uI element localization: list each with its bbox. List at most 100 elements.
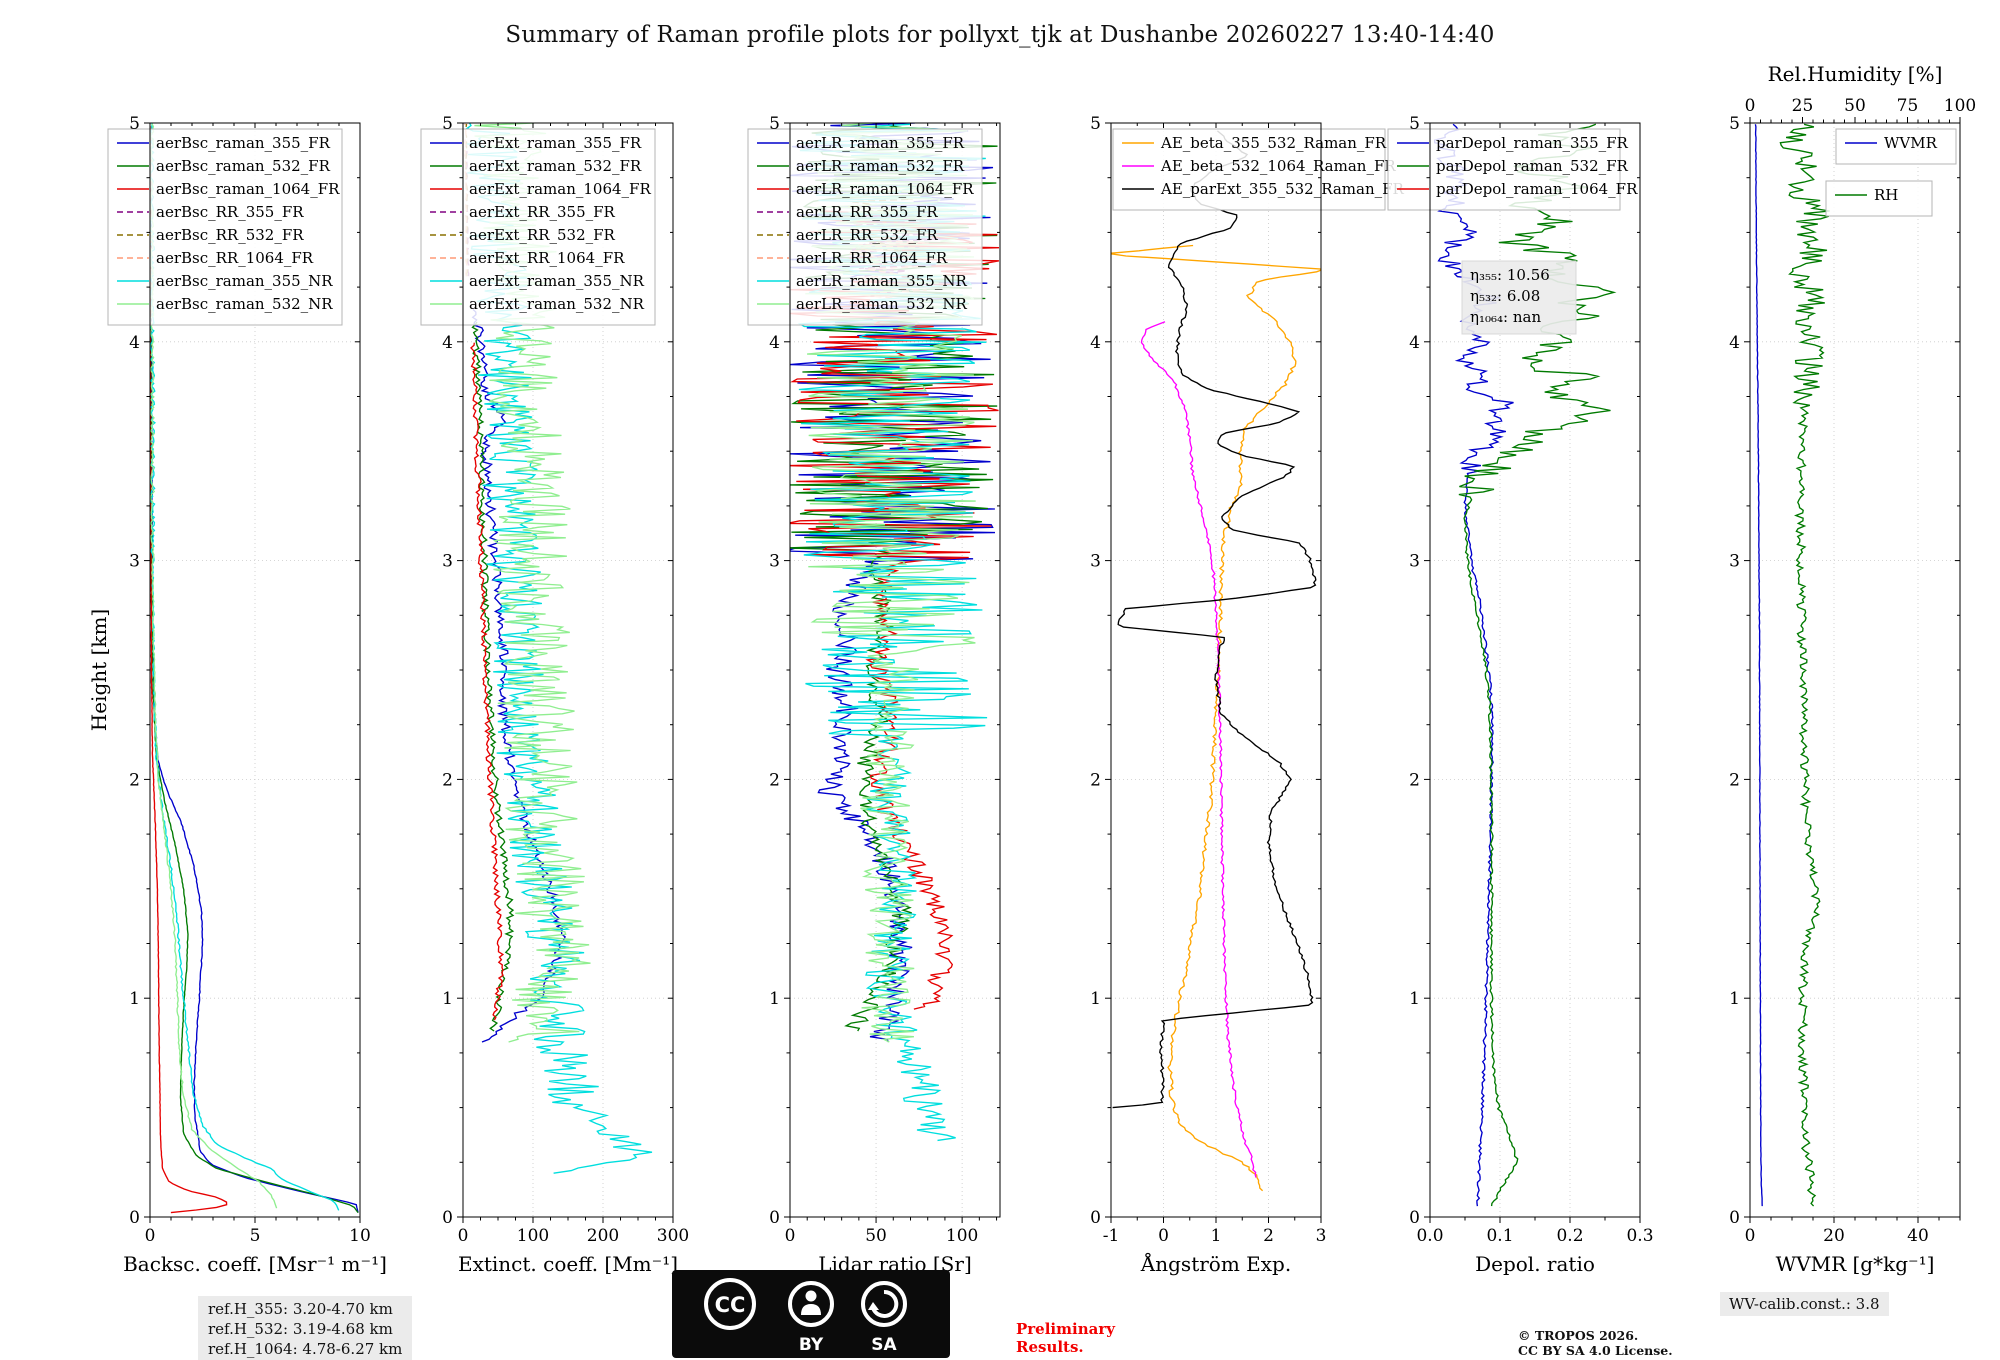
legend-label: aerExt_RR_355_FR [469,203,616,221]
y-tick-label: 2 [442,770,453,790]
legend-label: AE_parExt_355_532_Raman_FR [1160,180,1405,198]
y-tick-label: 1 [1090,989,1101,1009]
y-tick-label: 4 [1729,333,1740,353]
x-tick-label: 0 [458,1226,469,1246]
top-axis [1749,117,1961,123]
legend: aerBsc_raman_355_FR aerBsc_raman_532_FRae… [107,128,343,326]
axes [1424,122,1641,1223]
legend-label: aerExt_raman_1064_FR [469,180,651,198]
panel-depol: η₃₅₅: 10.56 η₅₃₂: 6.08 η₁₀₆₄: nan parDepol_… [1387,114,1654,1276]
y-tick-label: 0 [442,1208,453,1228]
x-axis-label: Extinct. coeff. [Mm⁻¹] [458,1252,678,1276]
y-tick-label: 3 [129,552,140,572]
x-tick-label: 100 [517,1226,549,1246]
x-axis-label: Backsc. coeff. [Msr⁻¹ m⁻¹] [123,1252,387,1276]
axes [784,122,1001,1223]
x-tick-label: 20 [1823,1226,1845,1246]
y-tick-label: 5 [442,114,453,134]
x-tick-label: 10 [349,1226,371,1246]
x-axis-label: Depol. ratio [1475,1252,1595,1276]
x-axis-label: Ångström Exp. [1140,1251,1291,1276]
y-tick-label: 3 [442,552,453,572]
series-AE_parExt_355_532_Raman_FR [1112,130,1317,1109]
legend: AE_beta_355_532_Raman_FR AE_beta_532_1064… [1112,128,1405,211]
top-tick-label: 100 [1944,96,1976,116]
x-tick-label: 0 [1158,1226,1169,1246]
eta-line: η₁₀₆₄: nan [1470,308,1541,326]
y-tick-label: 5 [129,114,140,134]
x-tick-label: 1 [1211,1226,1222,1246]
legend-label: aerLR_raman_1064_FR [796,180,974,198]
legend-label: aerBsc_RR_532_FR [156,226,304,244]
legend-label: aerBsc_raman_355_FR [156,134,331,152]
axis-labels: 0 5 10 0 1 2 3 4 5 Backsc. coeff. [Msr⁻¹ m⁻¹] Heig… [87,114,387,1276]
y-tick-label: 2 [1729,770,1740,790]
y-tick-label: 1 [1409,989,1420,1009]
wv-calibration-constant: WV-calib.const.: 3.8 [1720,1292,1889,1316]
y-tick-label: 2 [1090,770,1101,790]
y-tick-label: 4 [442,333,453,353]
x-tick-label: 0.3 [1626,1226,1653,1246]
axes [457,122,674,1223]
legend-label: aerExt_raman_532_FR [469,157,642,175]
y-tick-label: 3 [769,552,780,572]
y-tick-label: 5 [769,114,780,134]
legend-label: aerExt_RR_532_FR [469,226,616,244]
top-axis-title: Rel.Humidity [%] [1768,62,1943,86]
x-tick-label: 100 [946,1226,978,1246]
y-tick-label: 5 [1090,114,1101,134]
series-RH [1779,123,1830,1207]
x-tick-label: 0 [785,1226,796,1246]
y-tick-label: 2 [769,770,780,790]
attribution-icon [788,1281,834,1327]
panel-backsc: aerBsc_raman_355_FR aerBsc_raman_532_FRae… [87,114,387,1276]
legend-label: aerLR_raman_532_FR [796,157,965,175]
x-tick-label: 0 [145,1226,156,1246]
axes [1105,122,1322,1223]
tropos-copyright: © TROPOS 2026. CC BY SA 4.0 License. [1518,1328,1673,1358]
legend-label: aerBsc_raman_532_NR [156,295,333,313]
y-axis-label: Height [km] [87,609,111,731]
eta-line: η₅₃₂: 6.08 [1470,287,1540,305]
x-tick-label: 0 [1745,1226,1756,1246]
x-tick-label: 300 [657,1226,689,1246]
cc-license-badge: CC BY SA [672,1270,950,1358]
y-tick-label: 4 [1409,333,1420,353]
x-tick-label: 0.2 [1556,1226,1583,1246]
legend-label: parDepol_raman_1064_FR [1436,180,1638,198]
y-tick-label: 0 [129,1208,140,1228]
y-tick-label: 1 [769,989,780,1009]
legend-label: aerBsc_raman_1064_FR [156,180,340,198]
ref-h-532: ref.H_532: 3.19-4.68 km [208,1320,393,1338]
cc-icon: CC [704,1278,756,1330]
y-tick-label: 0 [769,1208,780,1228]
x-tick-label: 0.1 [1486,1226,1513,1246]
legend-label: WVMR [1884,134,1938,152]
series-aerExt_raman_1064_FR [470,342,505,1021]
legend-label: aerBsc_RR_1064_FR [156,249,314,267]
panel-ext: aerExt_raman_355_FR aerExt_raman_532_FRae… [420,114,689,1276]
x-tick-label: 40 [1907,1226,1929,1246]
axes [144,122,361,1223]
legend-label: parDepol_raman_355_FR [1436,134,1629,152]
cc-sa-label: SA [871,1335,897,1355]
x-tick-label: 2 [1263,1226,1274,1246]
legend-label: aerLR_raman_355_FR [796,134,965,152]
y-tick-label: 3 [1409,552,1420,572]
y-tick-label: 1 [1729,989,1740,1009]
legend-label: aerExt_raman_532_NR [469,295,645,313]
svg-text:CC: CC [715,1293,746,1317]
legend-label: aerLR_RR_1064_FR [796,249,948,267]
y-tick-label: 2 [1409,770,1420,790]
x-tick-label: 200 [587,1226,619,1246]
legend-label: aerBsc_raman_532_FR [156,157,331,175]
legend-label: aerBsc_raman_355_NR [156,272,333,290]
panel-wvmr: WVMR RH 0 20 40 0 1 2 3 4 5 WVMR [g*kg⁻¹] 0 25 50 75 100… [1729,62,1976,1276]
y-tick-label: 1 [129,989,140,1009]
legend: aerLR_raman_355_FR aerLR_raman_532_FR aerL… [747,128,983,326]
cc-by-label: BY [799,1335,824,1355]
axis-labels: 0 20 40 0 1 2 3 4 5 WVMR [g*kg⁻¹] [1729,114,1934,1276]
legend: aerExt_raman_355_FR aerExt_raman_532_FRae… [420,128,656,326]
